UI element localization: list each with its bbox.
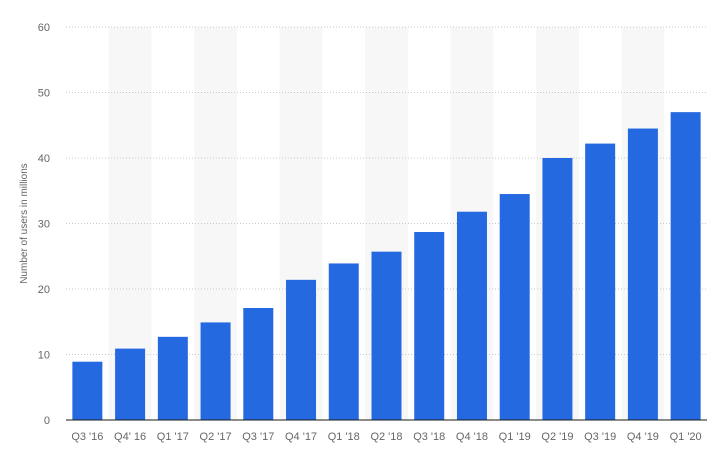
bar	[200, 322, 231, 420]
bar	[157, 336, 188, 420]
bar	[286, 279, 317, 420]
x-tick-label: Q4 '18	[456, 431, 488, 443]
x-tick-label: Q1 '18	[328, 431, 360, 443]
x-tick-label: Q1 '19	[499, 431, 531, 443]
bar	[627, 128, 658, 420]
bar	[670, 112, 701, 421]
y-tick-label: 40	[38, 153, 50, 165]
bar	[371, 251, 402, 420]
bar	[115, 348, 146, 420]
x-tick-label: Q3 '19	[584, 431, 616, 443]
y-axis-label: Number of users in millions	[19, 163, 30, 284]
x-tick-label: Q2 '17	[200, 431, 232, 443]
y-tick-label: 0	[44, 415, 50, 427]
y-tick-label: 30	[38, 219, 50, 231]
y-tick-label: 20	[38, 284, 50, 296]
bars	[72, 112, 701, 421]
bar	[243, 307, 274, 420]
x-tick-label: Q4' 16	[114, 431, 146, 443]
bar	[328, 263, 359, 420]
bar	[72, 361, 103, 420]
bar	[499, 194, 530, 420]
bar	[414, 232, 445, 420]
y-tick-label: 50	[38, 88, 50, 100]
x-tick-label: Q1 '20	[670, 431, 702, 443]
y-tick-label: 10	[38, 350, 50, 362]
x-tick-label: Q4 '17	[285, 431, 317, 443]
y-tick-label: 60	[38, 22, 50, 34]
bar	[542, 158, 573, 420]
x-tick-label: Q3 '17	[242, 431, 274, 443]
x-tick-label: Q2 '18	[370, 431, 402, 443]
x-tick-label: Q4 '19	[627, 431, 659, 443]
x-tick-label: Q1 '17	[157, 431, 189, 443]
x-tick-label: Q2 '19	[541, 431, 573, 443]
x-tick-label: Q3 '18	[413, 431, 445, 443]
y-tick-labels: 0 10 20 30 40 50 60	[38, 22, 50, 427]
x-tick-label: Q3 '16	[71, 431, 103, 443]
bar	[585, 143, 616, 420]
x-tick-labels: Q3 '16 Q4' 16 Q1 '17 Q2 '17 Q3 '17 Q4 '17 Q1 '…	[71, 431, 701, 443]
bar	[456, 211, 487, 420]
